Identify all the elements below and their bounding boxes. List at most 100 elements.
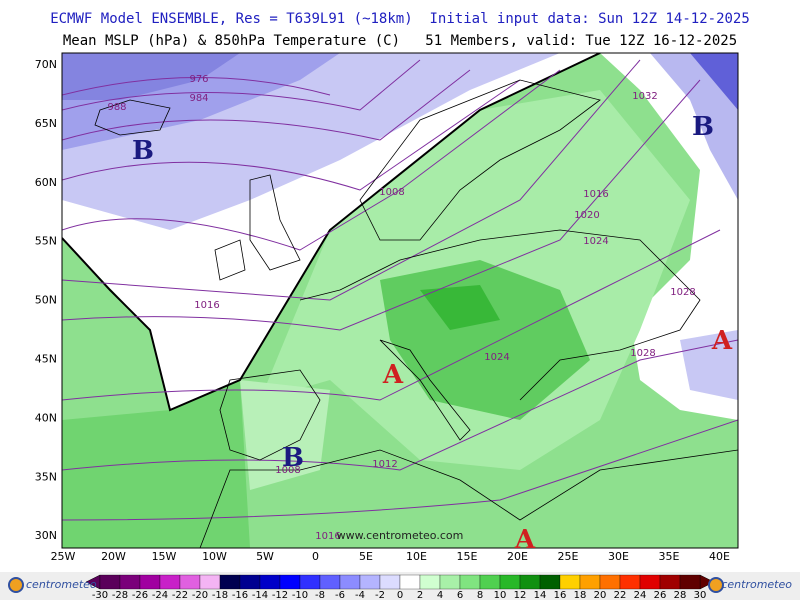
colorbar-label: 22 [614, 590, 627, 600]
lat-label: 55N [35, 235, 57, 248]
isobar-label: 1016 [583, 189, 608, 200]
colorbar-box [299, 574, 321, 590]
pressure-center: B [282, 443, 304, 473]
colorbar-box [519, 574, 541, 590]
colorbar-label: -10 [292, 590, 308, 600]
colorbar-label: 14 [534, 590, 547, 600]
colorbar-label: 12 [514, 590, 527, 600]
lon-label: 15E [457, 550, 478, 563]
colorbar-label: -22 [172, 590, 188, 600]
lon-label: 40E [709, 550, 730, 563]
colorbar-box [179, 574, 201, 590]
colorbar-label: -16 [232, 590, 248, 600]
colorbar-label: 6 [457, 590, 463, 600]
lat-label: 70N [35, 58, 57, 71]
colorbar-box [219, 574, 241, 590]
colorbar-label: -28 [112, 590, 128, 600]
colorbar-box [159, 574, 181, 590]
lat-label: 50N [35, 294, 57, 307]
colorbar-box [579, 574, 601, 590]
lon-label: 25E [558, 550, 579, 563]
isobar-label: 1028 [630, 348, 655, 359]
colorbar-box [259, 574, 281, 590]
colorbar-label: 10 [494, 590, 507, 600]
lon-label: 10E [406, 550, 427, 563]
colorbar-box [319, 574, 341, 590]
map-field [62, 53, 738, 548]
lon-label: 0 [312, 550, 319, 563]
colorbar-label: 8 [477, 590, 483, 600]
lat-label: 65N [35, 117, 57, 130]
logo-icon [708, 577, 724, 593]
colorbar-box [559, 574, 581, 590]
colorbar-box [379, 574, 401, 590]
colorbar-label: -4 [355, 590, 365, 600]
colorbar-box [399, 574, 421, 590]
colorbar-box [199, 574, 221, 590]
colorbar-box [359, 574, 381, 590]
lat-label: 30N [35, 529, 57, 542]
colorbar-box [499, 574, 521, 590]
colorbar-box [479, 574, 501, 590]
title-line2: Mean MSLP (hPa) & 850hPa Temperature (C)… [63, 33, 737, 49]
colorbar-label: -12 [272, 590, 288, 600]
lon-label: 5W [256, 550, 274, 563]
isobar-label: 976 [189, 74, 208, 85]
isobar-label: 1020 [574, 210, 599, 221]
colorbar-label: 20 [594, 590, 607, 600]
lon-label: 15W [152, 550, 177, 563]
colorbar-label: 4 [437, 590, 443, 600]
colorbar-label: 18 [574, 590, 587, 600]
colorbar-box [119, 574, 141, 590]
colorbar-label: -6 [335, 590, 345, 600]
logo: centrometeo [26, 578, 97, 591]
colorbar-box [419, 574, 441, 590]
isobar-label: 1016 [194, 300, 219, 311]
pressure-center: A [514, 525, 536, 555]
colorbar-box [539, 574, 561, 590]
colorbar-box [619, 574, 641, 590]
lon-label: 10W [202, 550, 227, 563]
isobar-label: 1024 [484, 352, 509, 363]
colorbar-label: -24 [152, 590, 168, 600]
lon-label: 25W [51, 550, 76, 563]
colorbar-label: 30 [694, 590, 707, 600]
isobar-label: 1016 [315, 531, 340, 542]
colorbar-label: 24 [634, 590, 647, 600]
colorbar-box [659, 574, 681, 590]
colorbar-box [139, 574, 161, 590]
logo: centrometeo [721, 578, 792, 591]
colorbar-label: 28 [674, 590, 687, 600]
lon-label: 5E [359, 550, 373, 563]
colorbar-label: -18 [212, 590, 228, 600]
lat-label: 45N [35, 353, 57, 366]
isobar-label: 984 [189, 93, 208, 104]
lon-label: 20E [507, 550, 528, 563]
colorbar-box [279, 574, 301, 590]
isobar-label: 1032 [632, 91, 657, 102]
colorbar-label: -30 [92, 590, 108, 600]
lat-label: 35N [35, 470, 57, 483]
lat-label: 60N [35, 176, 57, 189]
colorbar-box [459, 574, 481, 590]
isobar-label: 1024 [583, 236, 608, 247]
colorbar-label: -26 [132, 590, 148, 600]
colorbar-box [239, 574, 261, 590]
colorbar-label: -2 [375, 590, 385, 600]
colorbar-box [639, 574, 661, 590]
lon-label: 35E [659, 550, 680, 563]
isobar-label: 1008 [275, 465, 300, 476]
colorbar-box [679, 574, 701, 590]
colorbar-box [99, 574, 121, 590]
lon-label: 20W [101, 550, 126, 563]
logo-icon [8, 577, 24, 593]
title-line1: ECMWF Model ENSEMBLE, Res = T639L91 (~18… [50, 11, 750, 27]
isobar-label: 988 [107, 102, 126, 113]
colorbar-label: 2 [417, 590, 423, 600]
pressure-center: B [132, 136, 154, 166]
pressure-center: B [692, 112, 714, 142]
isobar-label: 1028 [670, 287, 695, 298]
colorbar-label: 0 [397, 590, 403, 600]
lon-label: 30E [608, 550, 629, 563]
